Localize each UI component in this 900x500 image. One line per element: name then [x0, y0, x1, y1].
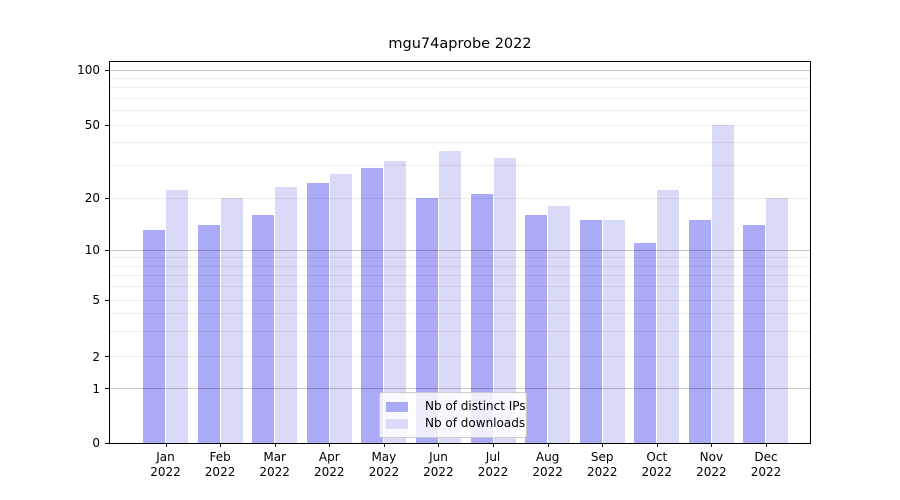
y-tick-20 — [105, 197, 109, 199]
bar-downloads-aug-2022 — [548, 205, 571, 443]
gridline-8 — [110, 265, 810, 267]
bar-downloads-apr-2022 — [329, 174, 352, 443]
y-tick-label-5: 5 — [92, 293, 100, 307]
gridline-7 — [110, 275, 810, 277]
y-tick-5 — [105, 299, 109, 301]
bar-downloads-oct-2022 — [657, 190, 680, 443]
bar-downloads-may-2022 — [384, 160, 407, 443]
gridline-4 — [110, 313, 810, 315]
gridline-40 — [110, 142, 810, 144]
gridline-9 — [110, 257, 810, 259]
bar-distinct-ips-aug-2022 — [525, 214, 548, 443]
bar-distinct-ips-mar-2022 — [252, 214, 275, 443]
x-tick-label-jan-2022: Jan 2022 — [150, 450, 181, 479]
y-tick-label-50: 50 — [84, 118, 100, 132]
y-tick-label-10: 10 — [84, 243, 100, 257]
x-tick-jun-2022 — [438, 443, 440, 447]
y-tick-label-100: 100 — [77, 63, 100, 77]
bar-downloads-feb-2022 — [220, 198, 243, 443]
gridline-30 — [110, 165, 810, 167]
bar-downloads-jan-2022 — [166, 190, 188, 443]
gridline-3 — [110, 330, 810, 332]
x-tick-may-2022 — [383, 443, 385, 447]
bar-downloads-jun-2022 — [438, 151, 461, 443]
bar-distinct-ips-jun-2022 — [415, 198, 438, 443]
y-tick-label-2: 2 — [92, 349, 100, 364]
y-tick-1 — [105, 388, 109, 389]
y-tick-label-1: 1 — [92, 381, 100, 396]
gridline-10 — [110, 249, 810, 251]
bar-distinct-ips-sep-2022 — [579, 219, 602, 443]
x-tick-label-jun-2022: Jun 2022 — [423, 450, 454, 479]
y-tick-10 — [105, 249, 109, 251]
bar-distinct-ips-may-2022 — [361, 168, 384, 443]
gridline-90 — [110, 77, 810, 79]
y-tick-label-0: 0 — [92, 436, 100, 450]
x-tick-jul-2022 — [493, 443, 495, 447]
x-tick-mar-2022 — [274, 443, 276, 447]
y-tick-label-20: 20 — [84, 191, 100, 205]
bar-distinct-ips-nov-2022 — [688, 219, 711, 443]
bar-downloads-dec-2022 — [766, 198, 789, 443]
bar-distinct-ips-apr-2022 — [306, 183, 329, 443]
legend-item-distinct-ips: Nb of distinct IPs — [386, 398, 526, 415]
y-tick-0 — [105, 442, 109, 444]
x-tick-label-may-2022: May 2022 — [368, 450, 400, 479]
gridline-6 — [110, 286, 810, 288]
gridline-2 — [110, 356, 810, 357]
chart-title: mgu74aprobe 2022 — [388, 36, 532, 52]
gridline-1 — [110, 388, 810, 389]
y-tick-100 — [105, 69, 109, 71]
bar-distinct-ips-feb-2022 — [197, 224, 220, 443]
legend: Nb of distinct IPs Nb of downloads — [379, 392, 527, 438]
plot-area: Nb of distinct IPs Nb of downloads — [109, 61, 811, 444]
x-tick-sep-2022 — [602, 443, 604, 447]
x-tick-oct-2022 — [656, 443, 658, 447]
gridline-5 — [110, 299, 810, 301]
x-tick-label-oct-2022: Oct 2022 — [641, 450, 673, 479]
legend-label-downloads: Nb of downloads — [425, 416, 526, 430]
legend-label-distinct-ips: Nb of distinct IPs — [425, 399, 526, 413]
x-tick-label-sep-2022: Sep 2022 — [586, 450, 618, 479]
y-tick-2 — [105, 356, 109, 357]
x-tick-apr-2022 — [329, 443, 331, 447]
x-tick-label-dec-2022: Dec 2022 — [750, 450, 782, 479]
bar-downloads-nov-2022 — [711, 125, 734, 443]
bar-distinct-ips-jan-2022 — [143, 230, 165, 443]
x-tick-label-feb-2022: Feb 2022 — [204, 450, 236, 479]
x-tick-label-jul-2022: Jul 2022 — [477, 450, 509, 479]
x-tick-label-aug-2022: Aug 2022 — [532, 450, 563, 479]
x-tick-nov-2022 — [711, 443, 713, 447]
gridline-60 — [110, 110, 810, 112]
x-tick-aug-2022 — [547, 443, 549, 447]
bar-distinct-ips-dec-2022 — [743, 224, 766, 443]
x-tick-label-apr-2022: Apr 2022 — [313, 450, 345, 479]
x-tick-label-nov-2022: Nov 2022 — [696, 450, 727, 479]
x-tick-label-mar-2022: Mar 2022 — [259, 450, 290, 479]
gridline-80 — [110, 87, 810, 89]
bar-distinct-ips-jul-2022 — [470, 194, 493, 443]
x-tick-jan-2022 — [165, 443, 167, 447]
bar-distinct-ips-oct-2022 — [634, 242, 657, 443]
x-tick-feb-2022 — [220, 443, 222, 447]
bar-downloads-jul-2022 — [493, 158, 516, 443]
bar-downloads-mar-2022 — [275, 186, 298, 443]
y-tick-50 — [105, 124, 109, 126]
legend-swatch-downloads — [386, 418, 408, 429]
legend-swatch-distinct-ips — [386, 401, 408, 412]
gridline-50 — [110, 124, 810, 126]
gridline-20 — [110, 197, 810, 199]
gridline-70 — [110, 97, 810, 99]
bar-downloads-sep-2022 — [602, 219, 625, 443]
x-tick-dec-2022 — [765, 443, 767, 447]
gridline-100 — [110, 69, 810, 71]
legend-item-downloads: Nb of downloads — [386, 415, 526, 432]
